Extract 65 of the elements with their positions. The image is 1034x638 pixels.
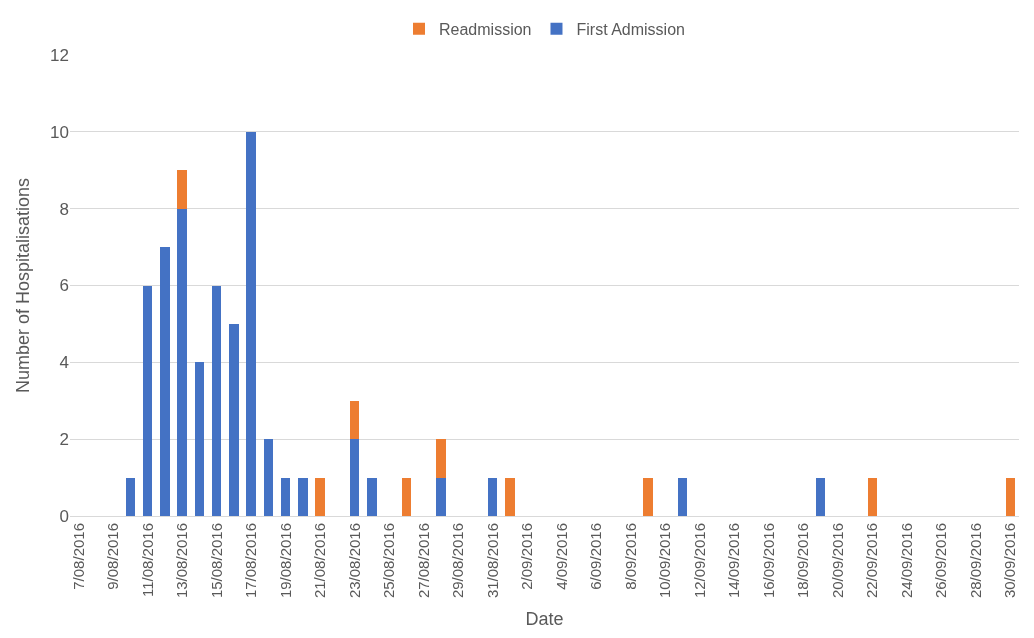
- x-tick-label: 11/08/2016: [138, 523, 156, 597]
- x-tick-label: 28/09/2016: [966, 523, 984, 599]
- x-tick-label: 24/09/2016: [897, 523, 915, 599]
- x-tick-label: 27/08/2016: [414, 523, 432, 599]
- x-tick-label: 31/08/2016: [483, 523, 501, 599]
- bar: [315, 477, 325, 516]
- y-tick-label: 10: [50, 122, 69, 142]
- x-tick-label: 25/08/2016: [380, 523, 398, 599]
- bar: [867, 477, 878, 516]
- bar: [211, 285, 222, 516]
- x-tick-label: 14/09/2016: [725, 523, 743, 599]
- bar: [505, 477, 515, 516]
- y-axis-title: Number of Hospitalisations: [13, 177, 34, 394]
- bar: [401, 477, 412, 516]
- legend-label: First Admission: [576, 20, 685, 38]
- bar: [677, 477, 688, 516]
- bar: [367, 477, 377, 516]
- bar: [1005, 477, 1016, 516]
- bar: [815, 477, 826, 516]
- x-tick-label: 13/08/2016: [173, 523, 191, 599]
- x-tick-label: 15/08/2016: [207, 523, 225, 599]
- bar: [349, 400, 360, 440]
- bar: [349, 439, 360, 516]
- bar: [263, 439, 274, 516]
- x-axis-title: Date: [525, 609, 564, 630]
- x-tick-label: 30/09/2016: [1001, 523, 1019, 599]
- bar: [142, 285, 153, 516]
- bar: [125, 477, 136, 516]
- y-tick-label: 0: [59, 506, 69, 526]
- bar: [298, 477, 308, 516]
- legend-label: Readmission: [439, 20, 532, 38]
- x-tick-label: 6/09/2016: [587, 523, 605, 590]
- y-tick-label: 12: [50, 45, 69, 65]
- bar: [177, 170, 187, 209]
- x-tick-label: 26/09/2016: [932, 523, 950, 599]
- x-tick-label: 4/09/2016: [552, 523, 570, 590]
- x-tick-label: 12/09/2016: [690, 523, 708, 599]
- x-tick-label: 17/08/2016: [242, 523, 260, 599]
- x-tick-label: 9/08/2016: [104, 523, 122, 590]
- bar: [436, 439, 446, 478]
- x-tick-label: 10/09/2016: [656, 523, 674, 599]
- x-tick-label: 8/09/2016: [621, 523, 639, 590]
- x-tick-label: 7/08/2016: [69, 523, 87, 590]
- bar: [487, 477, 498, 516]
- x-tick-label: 29/08/2016: [449, 523, 467, 599]
- x-tick-label: 20/09/2016: [828, 523, 846, 599]
- bar: [194, 362, 205, 516]
- x-tick-label: 21/08/2016: [311, 523, 329, 599]
- bar: [177, 208, 187, 516]
- y-tick-label: 8: [59, 199, 69, 219]
- bar: [246, 131, 256, 516]
- bar: [280, 477, 291, 516]
- x-tick-label: 19/08/2016: [276, 523, 294, 599]
- bar: [229, 323, 239, 516]
- x-tick-label: 18/09/2016: [794, 523, 812, 599]
- bar: [643, 477, 653, 516]
- x-tick-label: 16/09/2016: [759, 523, 777, 599]
- x-tick-label: 2/09/2016: [518, 523, 536, 590]
- bar: [160, 247, 170, 516]
- bar: [436, 477, 446, 516]
- y-tick-label: 4: [59, 353, 69, 373]
- y-tick-label: 2: [59, 430, 69, 450]
- y-tick-label: 6: [59, 276, 69, 296]
- x-tick-label: 22/09/2016: [863, 523, 881, 599]
- x-tick-label: 23/08/2016: [345, 523, 363, 599]
